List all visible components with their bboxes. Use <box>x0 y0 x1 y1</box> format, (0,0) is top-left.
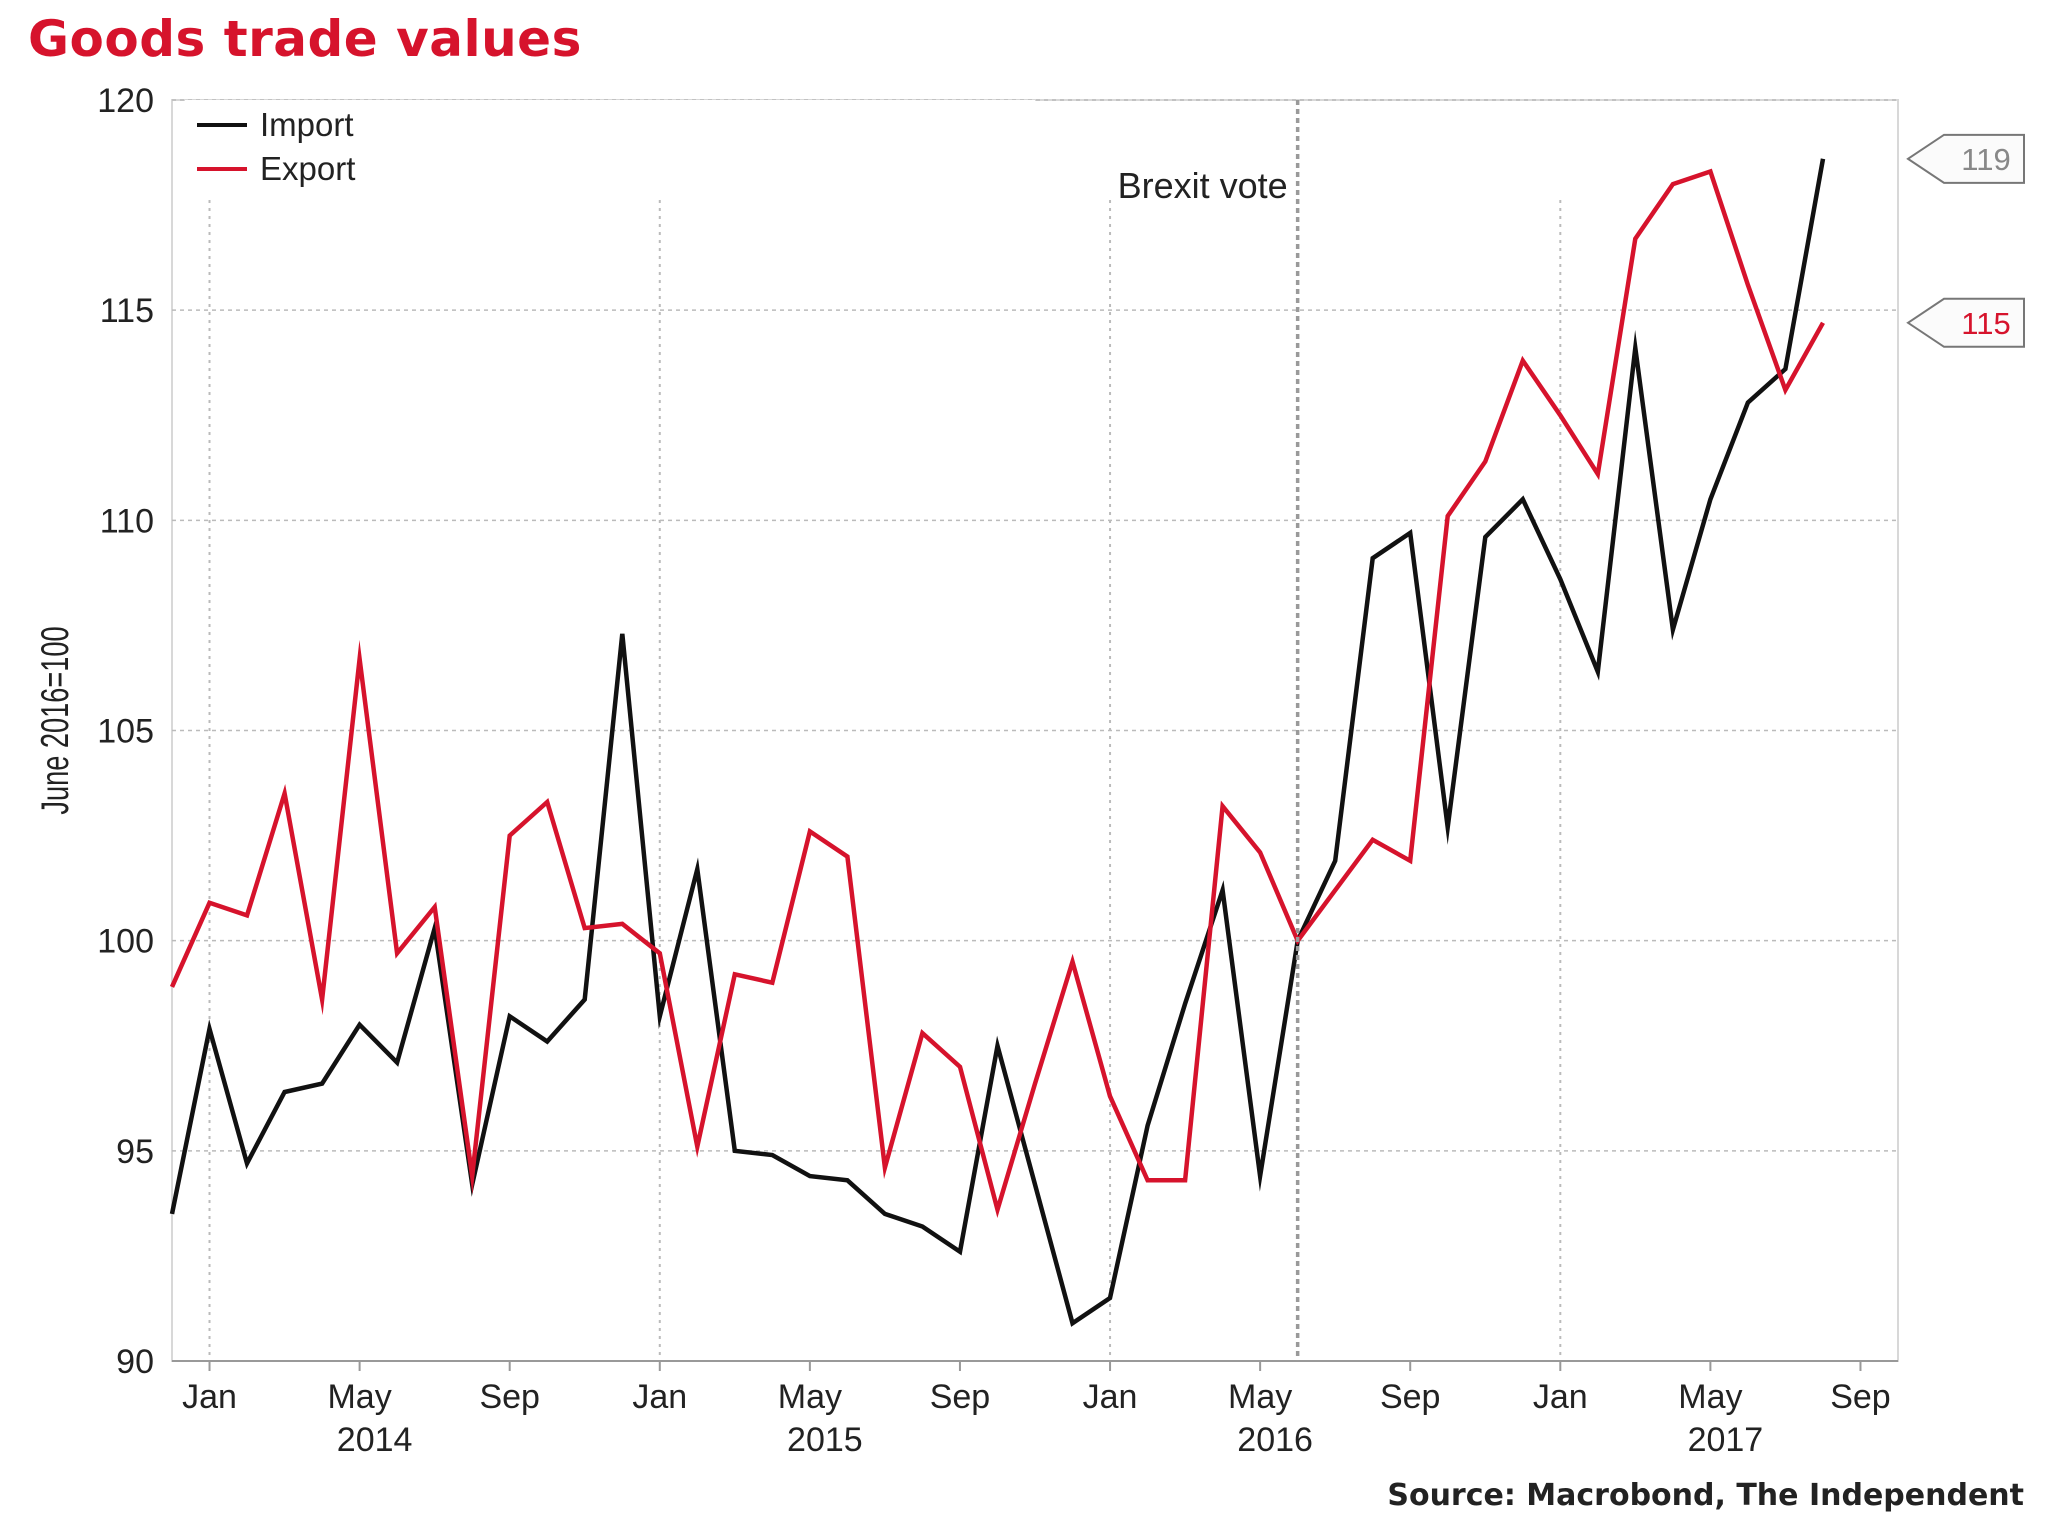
series-line-export <box>169 168 1825 1219</box>
y-tick-label: 115 <box>100 292 154 330</box>
axis-layer: 90 95 100 105 110 115 120 Jan May Sep Jan May Sep Jan… <box>34 82 1898 1459</box>
y-tick-label: 95 <box>116 1133 154 1171</box>
y-tick-label: 120 <box>97 82 154 120</box>
legend-background <box>185 100 1035 195</box>
x-tick-label: May <box>778 1378 842 1416</box>
x-year-label: 2016 <box>1237 1421 1313 1459</box>
end-value-tag-import: 119 <box>1906 133 2025 184</box>
x-tick-label: Sep <box>1830 1378 1891 1416</box>
annotation-layer: Brexit vote 119 115 <box>1118 100 2025 1361</box>
x-tick-label: May <box>1678 1378 1742 1416</box>
x-tick-label: May <box>1228 1378 1292 1416</box>
x-year-label: 2017 <box>1688 1421 1764 1459</box>
x-tick-label: Sep <box>479 1378 540 1416</box>
x-year-label: 2014 <box>337 1421 413 1459</box>
y-tick-label: 110 <box>100 502 154 540</box>
y-tick-label: 100 <box>97 923 154 961</box>
end-value-tag-label: 115 <box>1961 306 2010 341</box>
x-tick-label: Jan <box>1083 1378 1138 1416</box>
x-tick-label: Jan <box>182 1378 237 1416</box>
brexit-vote-label: Brexit vote <box>1118 165 1288 206</box>
end-value-tag-export: 115 <box>1906 297 2025 348</box>
x-tick-label: Jan <box>632 1378 687 1416</box>
chart-title: Goods trade values <box>28 10 582 68</box>
x-tick-label: Sep <box>930 1378 991 1416</box>
end-value-tag-label: 119 <box>1961 142 2010 177</box>
chart-source: Source: Macrobond, The Independent <box>1387 1478 2024 1513</box>
y-tick-label: 105 <box>97 713 154 751</box>
legend-label-import: Import <box>260 106 354 143</box>
legend: Import Export <box>185 100 1035 195</box>
y-axis-label: June 2016=100 <box>34 626 77 814</box>
grid-layer <box>171 99 1899 1362</box>
y-tick-label: 90 <box>116 1343 154 1381</box>
series-layer <box>169 158 1826 1327</box>
series-line-import <box>169 158 1826 1327</box>
legend-label-export: Export <box>260 150 355 187</box>
x-tick-label: Jan <box>1533 1378 1588 1416</box>
x-tick-label: Sep <box>1380 1378 1441 1416</box>
end-value-tag-box <box>1906 297 2025 348</box>
end-value-tag-box <box>1906 133 2025 184</box>
x-tick-label: May <box>327 1378 391 1416</box>
x-year-label: 2015 <box>787 1421 863 1459</box>
